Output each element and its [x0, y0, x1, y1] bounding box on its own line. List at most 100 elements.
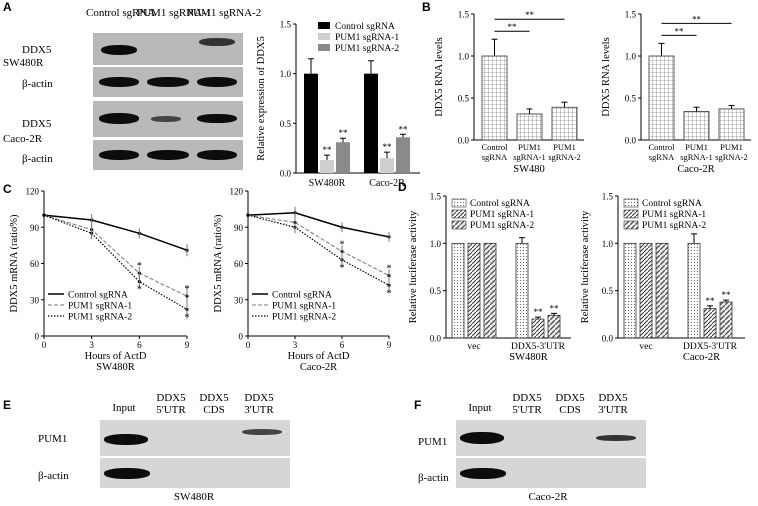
x-tick-label: 6	[340, 340, 345, 350]
legend-swatch	[451, 220, 467, 230]
band	[197, 150, 237, 160]
x-tick-label: SW480R	[309, 178, 346, 189]
cell-label-f: Caco-2R	[528, 491, 568, 503]
x-tick-label: 3	[293, 340, 298, 350]
blot-label-pum1-e: PUM1	[38, 433, 68, 445]
significance-mark: **	[525, 10, 535, 20]
y-axis-label: Relative luciferase activity	[408, 210, 419, 323]
x-tick-label: sgRNA-1	[680, 152, 713, 162]
x-axis-label: Hours of ActD	[85, 351, 147, 362]
band	[99, 150, 139, 160]
y-tick-label: 60	[30, 259, 40, 269]
y-tick-label: 0	[35, 332, 40, 342]
x-tick-label: PUM1	[720, 142, 743, 152]
x-tick-label: sgRNA	[482, 152, 508, 162]
legend-label: PUM1 sgRNA-1	[470, 210, 534, 220]
significance-mark: **	[508, 22, 518, 32]
legend-label: PUM1 sgRNA-1	[335, 33, 399, 43]
blot-label-actin-f: β-actin	[418, 472, 449, 484]
bar	[320, 160, 334, 173]
x-tick-label: Caco-2R	[369, 178, 405, 189]
band	[151, 116, 181, 122]
y-tick-label: 0.5	[280, 119, 292, 129]
significance-mark: *	[185, 284, 190, 295]
y-tick-label: 1.0	[430, 239, 442, 249]
y-axis-label: DDX5 mRNA (ratio%)	[213, 214, 224, 312]
y-tick-label: 1.0	[625, 52, 637, 62]
legend-label: Control sgRNA	[335, 22, 395, 32]
blot-label-actin-e: β-actin	[38, 470, 69, 482]
bar	[655, 242, 669, 339]
y-tick-label: 0.5	[625, 94, 637, 104]
x-tick-label: PUM1	[685, 142, 708, 152]
band	[147, 77, 189, 87]
series-line	[247, 214, 390, 277]
significance-mark: **	[339, 128, 349, 138]
x-tick-label: 9	[185, 340, 190, 350]
y-tick-label: 30	[234, 295, 244, 305]
y-axis-label: DDX5 mRNA (ratio%)	[9, 214, 20, 312]
blot-ddx5-sw480r	[93, 33, 243, 65]
legend-swatch	[623, 220, 639, 230]
lane-label-pum1-1: PUM1 sgRNA-1	[137, 7, 212, 19]
y-tick-label: 1.5	[280, 20, 292, 30]
bar	[719, 301, 733, 339]
band	[460, 468, 506, 479]
y-tick-label: 30	[30, 295, 40, 305]
lane-label-input-e: Input	[112, 402, 136, 414]
band	[242, 429, 282, 435]
lane-label-5utr-f: DDX5 5'UTR	[512, 392, 542, 416]
bar	[623, 242, 637, 339]
blot-pum1-f	[456, 420, 646, 456]
chart-c-sw480r: 0 30 60 90 120 DDX5 mRNA (ratio%) 0 3 6 9 Control …	[9, 187, 190, 374]
significance-mark: *	[137, 261, 142, 272]
y-axis-label: Relative expression of DDX5	[256, 36, 267, 161]
significance-mark: **	[675, 26, 685, 36]
x-axis-label: Hours of ActD	[288, 351, 350, 362]
bar	[703, 308, 717, 339]
blot-actin-caco2r	[93, 140, 243, 170]
legend-label: PUM1 sgRNA-2	[68, 313, 132, 323]
bar	[687, 242, 701, 339]
band	[460, 432, 504, 444]
x-tick-label: vec	[467, 342, 480, 352]
legend-label: PUM1 sgRNA-2	[470, 221, 534, 231]
x-tick-label: 3	[89, 340, 94, 350]
panel-letter-f: F	[414, 398, 422, 412]
y-tick-label: 0.5	[602, 286, 614, 296]
blot-label-actin-caco2r: β-actin	[22, 153, 53, 165]
blot-actin-f	[456, 458, 646, 488]
x-tick-label: sgRNA	[649, 152, 675, 162]
legend-label: Control sgRNA	[272, 291, 332, 301]
chart-subtitle: Caco-2R	[683, 352, 720, 363]
legend-label: PUM1 sgRNA-2	[335, 44, 399, 54]
significance-mark: *	[340, 239, 345, 250]
x-tick-label: 0	[42, 340, 47, 350]
significance-mark: **	[692, 14, 702, 24]
x-axis-label: SW480	[513, 164, 545, 175]
y-tick-label: 1.5	[430, 192, 442, 202]
x-tick-label: PUM1	[518, 142, 541, 152]
x-tick-label: 6	[137, 340, 142, 350]
y-tick-label: 1.5	[458, 10, 470, 20]
panel-letter-c: C	[3, 182, 12, 196]
lane-label-input-f: Input	[468, 402, 492, 414]
band	[104, 434, 148, 445]
data-point	[42, 213, 46, 217]
x-tick-label: DDX5-3'UTR	[683, 342, 738, 352]
bar	[515, 242, 529, 339]
bar	[481, 55, 508, 141]
panel-letter-a: A	[3, 0, 12, 14]
bar	[451, 242, 465, 339]
x-tick-label: sgRNA-1	[513, 152, 546, 162]
x-tick-label: sgRNA-2	[548, 152, 581, 162]
y-axis-label: DDX5 RNA levels	[601, 37, 612, 116]
series-line	[247, 214, 390, 286]
legend-swatch	[318, 33, 330, 40]
chart-subtitle: SW480R	[96, 362, 135, 373]
y-axis-label: Relative luciferase activity	[580, 210, 591, 323]
bar	[336, 142, 350, 173]
